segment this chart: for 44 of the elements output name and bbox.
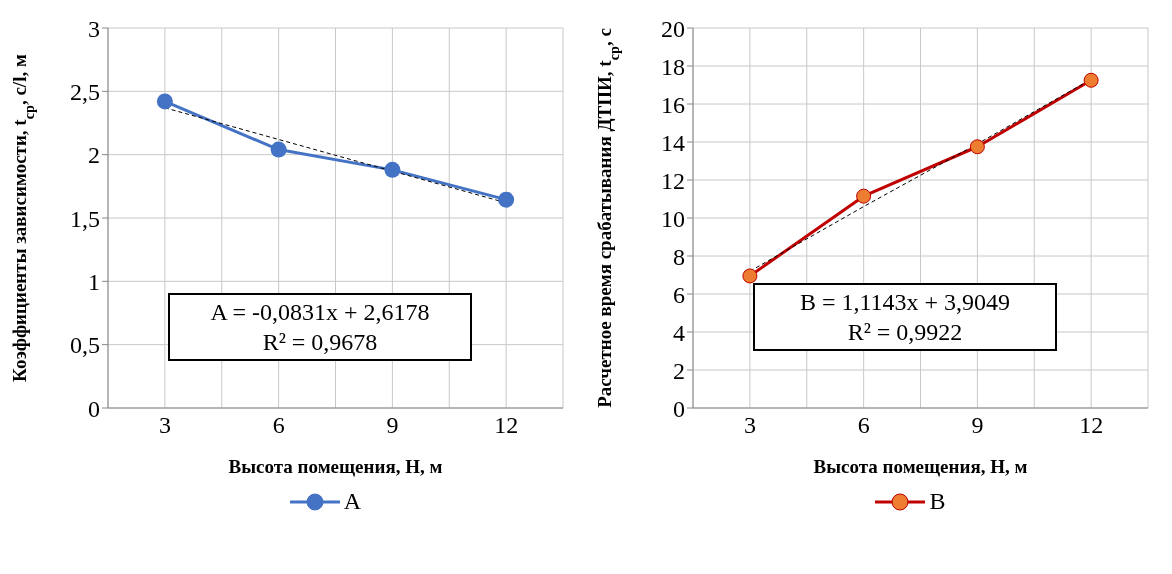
- point: [156, 93, 173, 110]
- y-tick-label: 0: [88, 395, 100, 422]
- point: [270, 141, 287, 158]
- x-tick-label: 3: [743, 412, 756, 439]
- x-axis-title: Высота помещения, H, м: [813, 456, 1028, 477]
- equation-box: B = 1,1143x + 3,9049 R² = 0,9922: [753, 283, 1057, 351]
- y-tick-label: 1: [88, 268, 100, 295]
- y-tick-label: 12: [661, 167, 685, 194]
- y-tick-label: 18: [661, 53, 685, 80]
- annotation: R² = 0,9678: [261, 328, 379, 357]
- y-tick-label: 6: [673, 281, 685, 308]
- x-tick-label: 12: [494, 412, 519, 439]
- y-tick-label: 10: [661, 205, 685, 232]
- annotation: R² = 0,9922: [846, 318, 964, 347]
- annotation: B = 1,1143x + 3,9049: [798, 288, 1012, 317]
- y-tick-label: 4: [673, 319, 685, 346]
- y-tick-label: 1,5: [70, 205, 100, 232]
- point: [384, 161, 401, 178]
- annotation: A = -0,0831x + 2,6178: [209, 298, 431, 327]
- equation-box: A = -0,0831x + 2,6178 R² = 0,9678: [168, 293, 472, 361]
- x-tick-label: 6: [272, 412, 285, 439]
- y-tick-label: 0: [673, 395, 685, 422]
- point: [1083, 72, 1099, 88]
- y-tick-label: 2,5: [70, 78, 100, 105]
- legend-label: B: [928, 488, 946, 515]
- x-tick-label: 3: [158, 412, 171, 439]
- point: [969, 139, 985, 155]
- y-tick-label: 2: [673, 357, 685, 384]
- point: [856, 188, 872, 204]
- x-axis-title: Высота помещения, H, м: [228, 456, 443, 477]
- y-tick-label: 20: [661, 15, 685, 42]
- y-tick-label: 2: [88, 142, 100, 169]
- y-tick-label: 0,5: [70, 332, 100, 359]
- x-tick-label: 9: [386, 412, 399, 439]
- x-tick-label: 6: [857, 412, 870, 439]
- legend-label: A: [342, 488, 362, 515]
- y-tick-label: 14: [661, 129, 685, 156]
- x-tick-label: 9: [971, 412, 984, 439]
- point: [742, 268, 758, 284]
- y-tick-label: 8: [673, 243, 685, 270]
- x-tick-label: 12: [1079, 412, 1104, 439]
- y-tick-label: 16: [661, 91, 685, 118]
- y-tick-label: 3: [88, 15, 100, 42]
- point: [498, 191, 515, 208]
